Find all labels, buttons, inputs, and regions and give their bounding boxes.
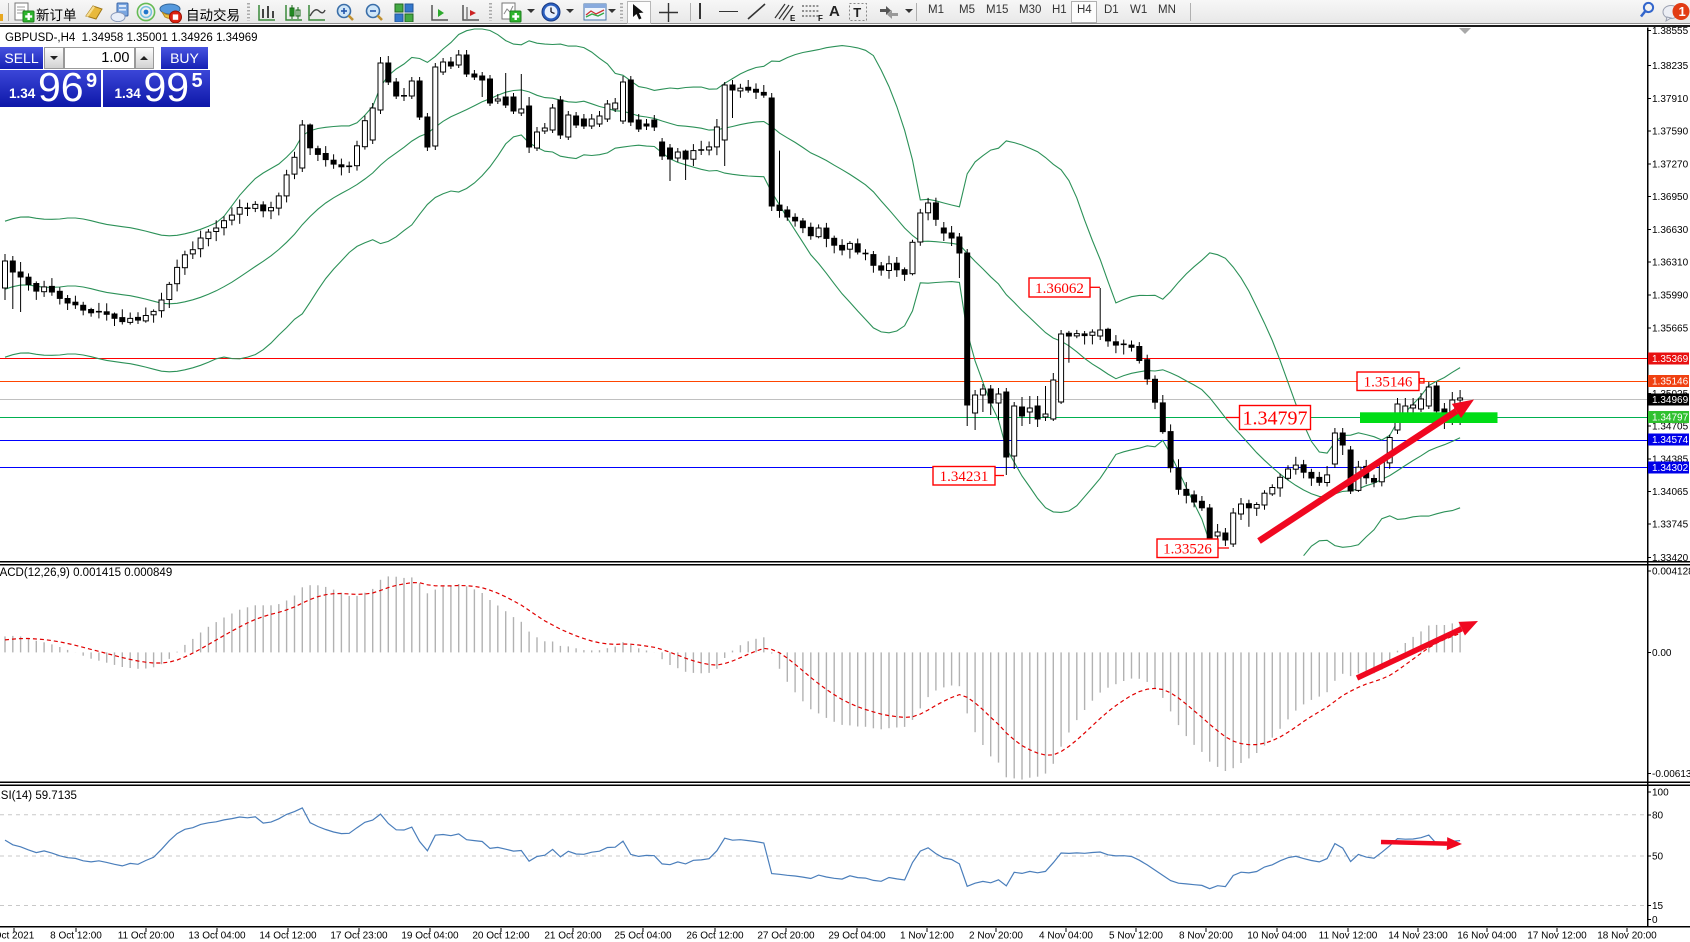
- svg-text:1.36310: 1.36310: [1652, 258, 1689, 269]
- svg-text:21 Oct 20:00: 21 Oct 20:00: [544, 931, 602, 942]
- svg-text:1.33420: 1.33420: [1652, 553, 1689, 564]
- svg-text:1.34969: 1.34969: [1652, 395, 1689, 406]
- svg-text:MACD(12,26,9) 0.001415 0.00084: MACD(12,26,9) 0.001415 0.000849: [0, 567, 172, 579]
- svg-text:17 Nov 12:00: 17 Nov 12:00: [1527, 931, 1587, 942]
- svg-text:50: 50: [1652, 852, 1664, 863]
- svg-text:25 Oct 04:00: 25 Oct 04:00: [614, 931, 672, 942]
- svg-text:0.004128: 0.004128: [1652, 567, 1690, 578]
- svg-text:27 Oct 20:00: 27 Oct 20:00: [757, 931, 815, 942]
- svg-text:4 Nov 04:00: 4 Nov 04:00: [1039, 931, 1093, 942]
- svg-text:1.34302: 1.34302: [1652, 463, 1689, 474]
- svg-text:1.34797: 1.34797: [1652, 412, 1689, 423]
- svg-text:1.37910: 1.37910: [1652, 94, 1689, 105]
- svg-text:1: 1: [1679, 4, 1686, 19]
- svg-text:8 Oct 12:00: 8 Oct 12:00: [50, 931, 102, 942]
- svg-text:-0.006132: -0.006132: [1652, 769, 1690, 780]
- svg-text:0.00: 0.00: [1652, 648, 1672, 659]
- svg-text:1.36950: 1.36950: [1652, 192, 1689, 203]
- svg-text:1.34705: 1.34705: [1652, 422, 1689, 433]
- svg-text:Oct 2021: Oct 2021: [0, 931, 35, 942]
- svg-text:1.35369: 1.35369: [1652, 354, 1689, 365]
- svg-text:1 Nov 12:00: 1 Nov 12:00: [900, 931, 954, 942]
- svg-text:1.38235: 1.38235: [1652, 61, 1689, 72]
- svg-text:11 Nov 12:00: 11 Nov 12:00: [1319, 931, 1378, 942]
- svg-text:1.34385: 1.34385: [1652, 454, 1689, 465]
- svg-text:1.36630: 1.36630: [1652, 225, 1689, 236]
- svg-text:26 Oct 12:00: 26 Oct 12:00: [686, 931, 744, 942]
- svg-text:1.34065: 1.34065: [1652, 487, 1689, 498]
- svg-text:1.34231: 1.34231: [940, 469, 989, 485]
- svg-text:1.37590: 1.37590: [1652, 127, 1689, 138]
- svg-text:1.35146: 1.35146: [1652, 377, 1689, 388]
- svg-text:1.35665: 1.35665: [1652, 324, 1689, 335]
- svg-text:2 Nov 20:00: 2 Nov 20:00: [969, 931, 1023, 942]
- svg-text:17 Oct 23:00: 17 Oct 23:00: [330, 931, 388, 942]
- svg-text:19 Oct 04:00: 19 Oct 04:00: [401, 931, 459, 942]
- svg-text:E: E: [790, 14, 796, 22]
- svg-text:18 Nov 20:00: 18 Nov 20:00: [1597, 931, 1657, 942]
- svg-text:80: 80: [1652, 810, 1664, 821]
- svg-text:1.36062: 1.36062: [1035, 281, 1084, 297]
- svg-text:8 Nov 20:00: 8 Nov 20:00: [1179, 931, 1233, 942]
- svg-text:1.34797: 1.34797: [1243, 408, 1308, 430]
- svg-text:RSI(14) 59.7135: RSI(14) 59.7135: [0, 790, 77, 802]
- svg-text:F: F: [818, 14, 823, 22]
- svg-text:1.35146: 1.35146: [1364, 375, 1413, 391]
- svg-text:T: T: [853, 5, 861, 20]
- svg-text:1.34574: 1.34574: [1652, 435, 1689, 446]
- svg-text:1.37270: 1.37270: [1652, 159, 1689, 170]
- svg-text:100: 100: [1652, 788, 1669, 799]
- svg-text:0: 0: [1652, 915, 1658, 926]
- svg-text:1.33745: 1.33745: [1652, 520, 1689, 531]
- svg-text:14 Nov 23:00: 14 Nov 23:00: [1388, 931, 1448, 942]
- svg-text:11 Oct 20:00: 11 Oct 20:00: [118, 931, 175, 942]
- svg-text:5 Nov 12:00: 5 Nov 12:00: [1109, 931, 1163, 942]
- svg-text:10 Nov 04:00: 10 Nov 04:00: [1247, 931, 1307, 942]
- svg-text:15: 15: [1652, 901, 1664, 912]
- svg-text:20 Oct 12:00: 20 Oct 12:00: [472, 931, 530, 942]
- svg-text:GBPUSD-,H4 1.34958 1.35001 1.: GBPUSD-,H4 1.34958 1.35001 1.34926 1.349…: [5, 32, 258, 44]
- svg-text:1.33526: 1.33526: [1163, 542, 1212, 558]
- svg-text:16 Nov 04:00: 16 Nov 04:00: [1457, 931, 1517, 942]
- svg-text:13 Oct 04:00: 13 Oct 04:00: [188, 931, 246, 942]
- svg-text:14 Oct 12:00: 14 Oct 12:00: [259, 931, 317, 942]
- svg-text:1.38555: 1.38555: [1652, 26, 1689, 37]
- svg-text:1.35990: 1.35990: [1652, 290, 1689, 301]
- svg-text:29 Oct 04:00: 29 Oct 04:00: [828, 931, 886, 942]
